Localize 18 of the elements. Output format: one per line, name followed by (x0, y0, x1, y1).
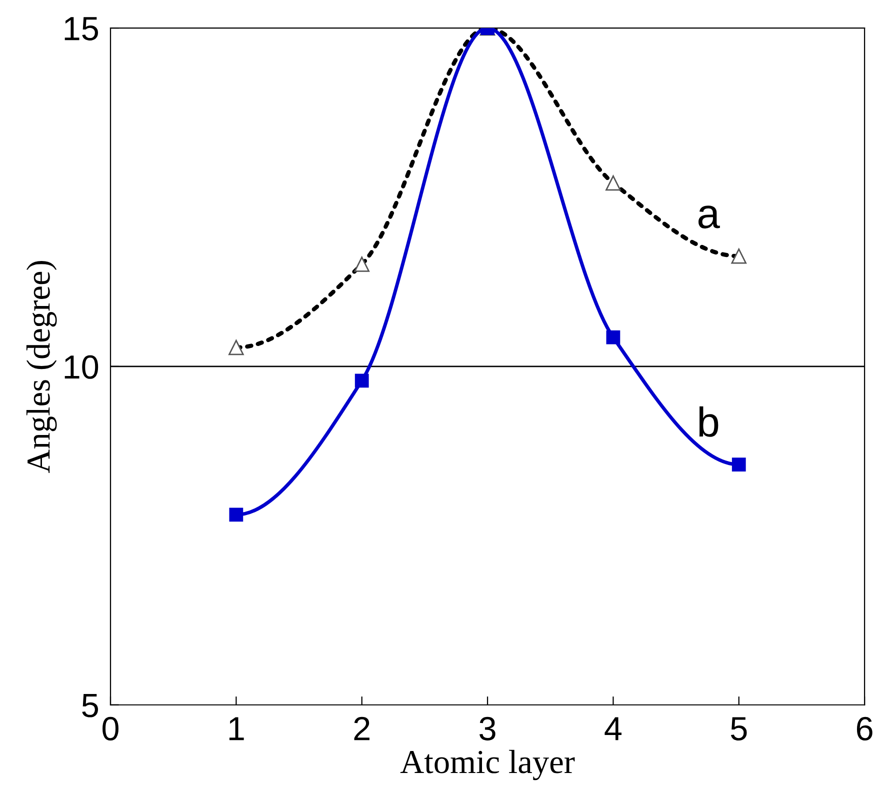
point (732, 458, 746, 472)
point (354, 374, 369, 388)
y-axis-title: Angles (degree) (26, 261, 57, 474)
x-tick-label: 0 (102, 716, 118, 740)
x-axis-title: Atomic layer (400, 750, 575, 780)
y-tick-label: 5 (82, 694, 98, 718)
y-tick-label: 10 (64, 355, 98, 379)
x-tick-label: 2 (354, 716, 370, 740)
y-tick-label: 15 (64, 17, 98, 40)
x-tick-label: 5 (730, 717, 747, 740)
point (606, 330, 620, 344)
series-label: a (698, 206, 720, 228)
x-tick-label: 4 (604, 717, 622, 740)
series-label: b (699, 406, 718, 437)
x-tick-label: 3 (480, 716, 496, 740)
x-tick-label: 6 (856, 716, 872, 740)
x-tick-label: 1 (229, 717, 244, 740)
point (229, 508, 244, 522)
